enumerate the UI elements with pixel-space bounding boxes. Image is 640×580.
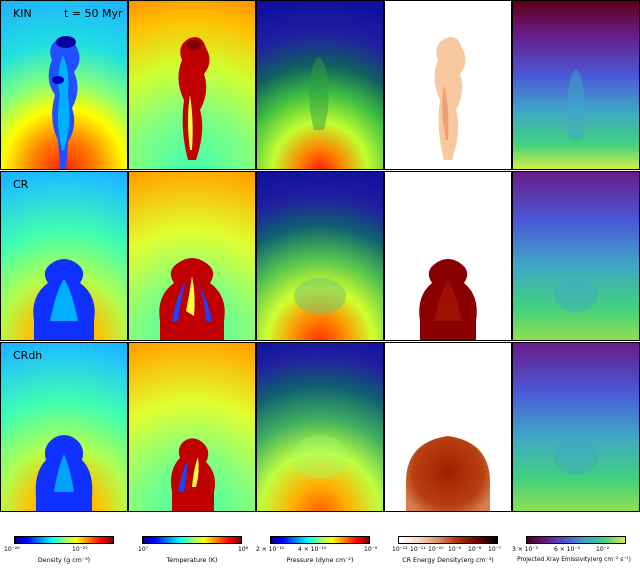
xray-colorbar-label: Projected Xray Emissivity(erg cm⁻² s⁻¹) bbox=[517, 557, 631, 563]
panel-kin-cr-energy bbox=[384, 0, 512, 170]
panel-crdh-density: CRdh bbox=[0, 342, 128, 512]
xray-colorbar bbox=[526, 536, 626, 544]
temperature-colorbar-label: Temperature (K) bbox=[166, 557, 218, 564]
xray-tick-1: 6 × 10⁻³ bbox=[554, 546, 580, 553]
panel-kin-temperature bbox=[128, 0, 256, 170]
xray-tick-2: 10⁻² bbox=[596, 546, 610, 553]
cr-tick-0: 10⁻¹² bbox=[392, 546, 408, 553]
panel-kin-pressure bbox=[256, 0, 384, 170]
panel-cr-pressure bbox=[256, 171, 384, 341]
density-tick-0: 10⁻²⁶ bbox=[4, 546, 20, 553]
temperature-tick-0: 10⁷ bbox=[138, 546, 149, 553]
row-label-crdh: CRdh bbox=[13, 349, 43, 362]
pressure-tick-1: 4 × 10⁻¹⁰ bbox=[298, 546, 327, 553]
density-tick-1: 10⁻²⁵ bbox=[72, 546, 88, 553]
pressure-colorbar bbox=[270, 536, 370, 544]
time-label: t = 50 Myr bbox=[64, 7, 123, 20]
xray-tick-0: 3 × 10⁻³ bbox=[512, 546, 538, 553]
cr-tick-5: 10⁻⁷ bbox=[488, 546, 502, 553]
temperature-colorbar bbox=[142, 536, 242, 544]
density-colorbar bbox=[14, 536, 114, 544]
cr-tick-3: 10⁻⁹ bbox=[448, 546, 462, 553]
simulation-panel-grid: KIN t = 50 Myr bbox=[0, 0, 640, 512]
cr-tick-1: 10⁻¹¹ bbox=[410, 546, 426, 553]
panel-cr-xray bbox=[512, 171, 640, 341]
panel-cr-density: CR bbox=[0, 171, 128, 341]
cr-tick-4: 10⁻⁸ bbox=[468, 546, 482, 553]
pressure-colorbar-label: Pressure (dyne cm⁻²) bbox=[286, 557, 354, 564]
panel-crdh-temperature bbox=[128, 342, 256, 512]
pressure-tick-2: 10⁻⁹ bbox=[364, 546, 378, 553]
row-label-cr: CR bbox=[13, 178, 29, 191]
cr-energy-colorbar bbox=[398, 536, 498, 544]
panel-cr-cr-energy bbox=[384, 171, 512, 341]
panel-cr-temperature bbox=[128, 171, 256, 341]
panel-kin-density: KIN t = 50 Myr bbox=[0, 0, 128, 170]
cr-energy-colorbar-label: CR Energy Density(erg cm⁻³) bbox=[402, 557, 494, 564]
panel-crdh-xray bbox=[512, 342, 640, 512]
cr-tick-2: 10⁻¹⁰ bbox=[428, 546, 444, 553]
row-label-kin: KIN bbox=[13, 7, 32, 20]
pressure-tick-0: 2 × 10⁻¹⁰ bbox=[256, 546, 285, 553]
panel-kin-xray bbox=[512, 0, 640, 170]
temperature-tick-1: 10⁸ bbox=[238, 546, 249, 553]
panel-crdh-cr-energy bbox=[384, 342, 512, 512]
density-colorbar-label: Density (g cm⁻³) bbox=[37, 557, 91, 564]
panel-crdh-pressure bbox=[256, 342, 384, 512]
